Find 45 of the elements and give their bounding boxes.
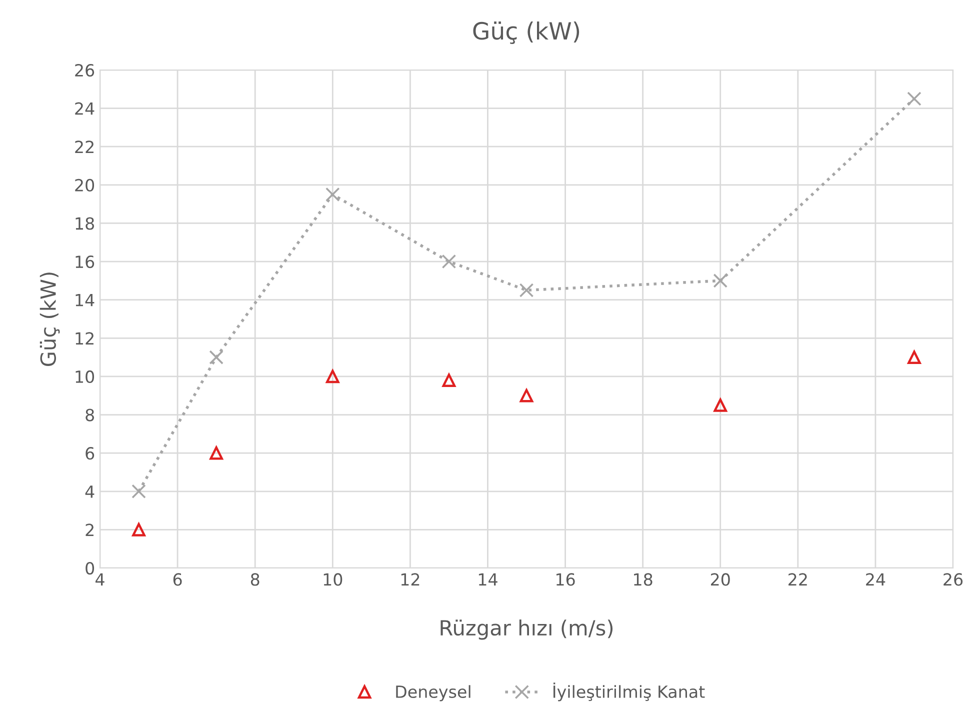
y-tick-label: 6 (86, 447, 94, 460)
y-tick-label: 22 (75, 140, 94, 153)
point (326, 370, 340, 384)
point (442, 374, 456, 387)
point (325, 187, 340, 202)
point (714, 398, 728, 412)
legend-label: İyileştirilmiş Kanat (554, 682, 705, 702)
y-tick-label: 24 (75, 102, 94, 115)
point (442, 254, 456, 269)
y-tick-label: 18 (76, 217, 94, 230)
y-tick-label: 8 (86, 408, 94, 422)
y-tick-label: 26 (75, 64, 94, 77)
x-tick-label: 20 (710, 573, 730, 586)
x-tick-label: 10 (324, 573, 342, 586)
y-tick-label: 4 (85, 486, 94, 498)
point (132, 484, 146, 499)
x-tick-label: 14 (478, 573, 498, 586)
y-tick-label: 0 (86, 562, 94, 575)
point (908, 350, 921, 364)
y-tick-label: 16 (76, 256, 94, 268)
y-tick-label: 20 (75, 178, 94, 192)
y-tick-label: 2 (86, 524, 94, 536)
x-axis-title: Rüzgar hızı (m/s) (440, 620, 613, 640)
chart-title: Güç (kW) (473, 22, 580, 44)
point (520, 388, 534, 402)
x-tick-label: 18 (634, 573, 652, 586)
point (210, 446, 223, 460)
y-axis-title: Güç (kW) (40, 272, 60, 366)
y-tick-label: 14 (76, 294, 94, 306)
point (713, 274, 728, 288)
y-tick-label: 10 (76, 370, 94, 384)
x-tick-label: 26 (944, 573, 963, 586)
x-tick-label: 16 (556, 573, 575, 586)
x-tick-label: 12 (401, 573, 420, 586)
x-tick-label: 6 (173, 573, 182, 586)
y-tick-label: 12 (76, 332, 94, 344)
x-tick-label: 24 (866, 573, 886, 586)
point (132, 523, 146, 536)
x-tick-label: 4 (96, 573, 104, 586)
x-tick-label: 22 (788, 573, 807, 586)
point (519, 283, 534, 298)
point (209, 350, 224, 364)
point (907, 92, 922, 106)
legend-label: Deneysel (396, 685, 470, 702)
x-tick-label: 8 (250, 573, 260, 586)
